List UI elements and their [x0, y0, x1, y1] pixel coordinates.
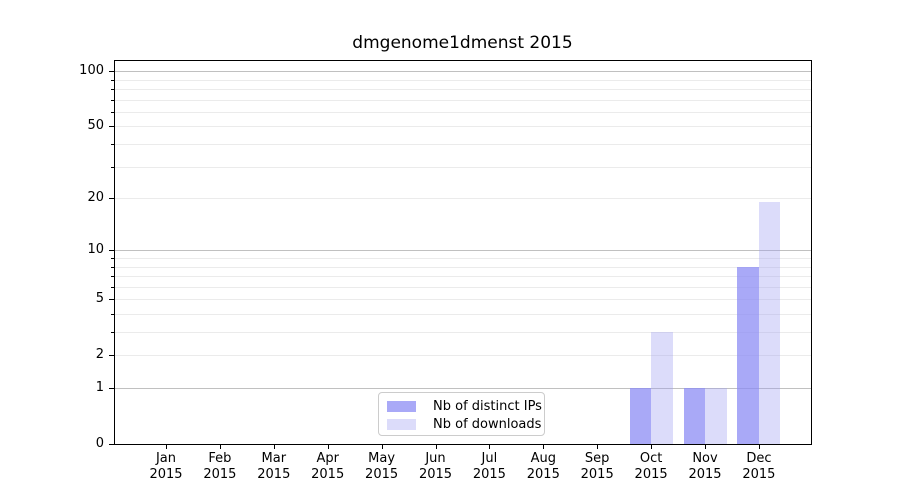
x-tick-label-aug: Aug 2015 — [526, 451, 560, 482]
gridline-minor-2 — [114, 355, 811, 357]
spine-left — [114, 60, 115, 445]
x-tick-sep — [597, 444, 599, 449]
x-tick-label-nov: Nov 2015 — [688, 451, 722, 482]
legend-label-downloads: Nb of downloads — [433, 416, 542, 432]
gridline-minor-60 — [114, 111, 811, 113]
y-minortick-4 — [111, 313, 114, 315]
legend-label-distinct-ips: Nb of distinct IPs — [433, 398, 542, 414]
y-minortick-7 — [111, 276, 114, 278]
spine-bottom — [114, 444, 811, 445]
x-tick-apr — [327, 444, 329, 449]
y-minortick-9 — [111, 257, 114, 259]
y-minortick-40 — [111, 144, 114, 145]
gridline-minor-70 — [114, 99, 811, 101]
spine-top — [114, 60, 811, 61]
x-tick-label-jan: Jan 2015 — [149, 451, 183, 482]
gridline-minor-4 — [114, 313, 811, 315]
legend: Nb of distinct IPs Nb of downloads — [378, 392, 545, 436]
y-minortick-50 — [111, 126, 114, 128]
gridline-minor-6 — [114, 286, 811, 288]
y-minortick-80 — [111, 89, 114, 90]
x-tick-dec — [758, 444, 760, 449]
x-tick-label-sep: Sep 2015 — [580, 451, 614, 482]
gridline-minor-20 — [114, 198, 811, 200]
y-tick-label-20: 20 — [87, 190, 104, 206]
bar-distinct-ips-oct — [629, 388, 652, 444]
legend-item-distinct-ips: Nb of distinct IPs — [387, 397, 544, 415]
x-tick-jun — [435, 444, 437, 449]
gridline-minor-7 — [114, 276, 811, 278]
gridline-minor-9 — [114, 257, 811, 259]
y-tick-1 — [109, 388, 114, 389]
y-minortick-3 — [111, 332, 114, 333]
x-tick-label-oct: Oct 2015 — [634, 451, 668, 482]
y-tick-label-10: 10 — [87, 242, 104, 258]
y-minortick-70 — [111, 99, 114, 101]
y-tick-label-1: 1 — [95, 380, 104, 395]
x-tick-oct — [651, 444, 653, 449]
y-minortick-2 — [111, 355, 114, 357]
y-tick-label-2: 2 — [95, 347, 104, 363]
gridline-major-1 — [114, 388, 811, 389]
y-minortick-20 — [111, 198, 114, 200]
x-tick-may — [381, 444, 383, 449]
bar-downloads-oct — [651, 332, 673, 444]
x-tick-jul — [489, 444, 491, 449]
x-tick-label-jul: Jul 2015 — [472, 451, 506, 482]
chart-title: dmgenome1dmenst 2015 — [352, 33, 573, 53]
grid-layer — [114, 60, 811, 444]
gridline-minor-5 — [114, 299, 811, 301]
bar-downloads-dec — [758, 202, 781, 444]
y-tick-100 — [109, 71, 114, 73]
y-tick-0 — [109, 444, 114, 445]
gridline-minor-30 — [114, 166, 811, 168]
x-tick-label-apr: Apr 2015 — [311, 451, 345, 482]
x-tick-label-feb: Feb 2015 — [203, 451, 237, 482]
y-minortick-30 — [111, 166, 114, 168]
spine-right — [811, 60, 812, 445]
y-minortick-6 — [111, 286, 114, 288]
x-tick-label-may: May 2015 — [365, 451, 399, 482]
bar-distinct-ips-dec — [737, 266, 759, 444]
x-tick-aug — [543, 444, 545, 449]
y-minortick-8 — [111, 266, 114, 268]
gridline-minor-40 — [114, 144, 811, 145]
x-tick-label-mar: Mar 2015 — [257, 451, 291, 482]
gridline-minor-8 — [114, 266, 811, 268]
x-tick-feb — [219, 444, 221, 449]
x-tick-label-jun: Jun 2015 — [418, 451, 453, 482]
gridline-minor-50 — [114, 126, 811, 128]
y-minortick-5 — [111, 299, 114, 301]
legend-swatch-downloads — [387, 418, 416, 430]
x-tick-mar — [273, 444, 275, 449]
gridline-major-100 — [114, 71, 811, 73]
gridline-minor-80 — [114, 89, 811, 90]
y-tick-label-0: 0 — [95, 436, 104, 451]
legend-item-downloads: Nb of downloads — [387, 415, 544, 433]
plot-area: Nb of distinct IPs Nb of downloads — [114, 60, 811, 444]
y-tick-label-100: 100 — [79, 63, 104, 79]
y-minortick-90 — [111, 79, 114, 81]
y-tick-label-50: 50 — [87, 118, 104, 134]
gridline-major-10 — [114, 250, 811, 252]
y-tick-10 — [109, 250, 114, 252]
gridline-minor-3 — [114, 332, 811, 333]
y-minortick-60 — [111, 111, 114, 113]
bar-distinct-ips-nov — [683, 388, 705, 444]
gridline-minor-90 — [114, 79, 811, 81]
y-tick-label-5: 5 — [95, 291, 104, 307]
legend-swatch-distinct-ips — [387, 400, 416, 412]
x-tick-nov — [705, 444, 706, 449]
x-tick-label-dec: Dec 2015 — [742, 451, 776, 482]
bars-layer — [114, 60, 811, 444]
bar-downloads-nov — [705, 388, 727, 444]
x-tick-jan — [166, 444, 167, 449]
